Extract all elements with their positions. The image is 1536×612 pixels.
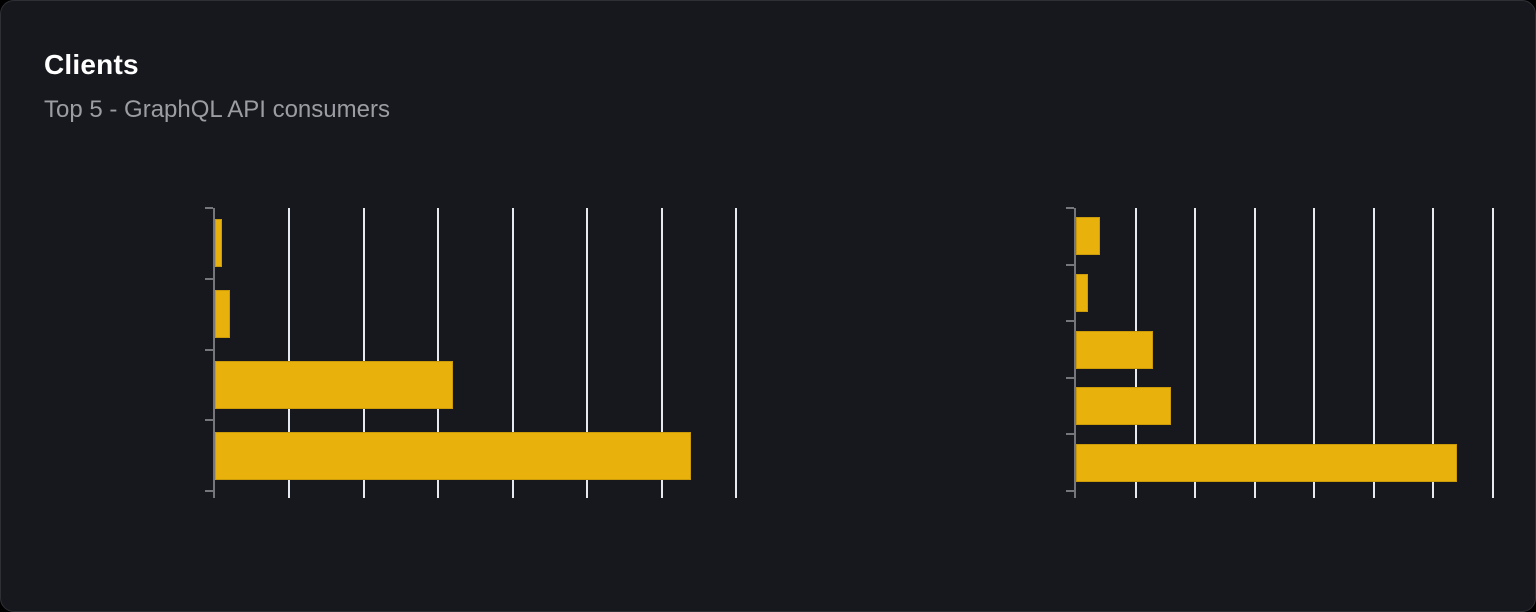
- y-axis-tick: [1066, 207, 1074, 209]
- bar-unknown-unknown: [1076, 443, 1458, 482]
- bar-hive-client: [215, 360, 454, 409]
- gridline: [1313, 208, 1316, 498]
- y-axis-tick: [1066, 320, 1074, 323]
- bar-hive-client-0-21-1: [1076, 273, 1088, 312]
- gridline: [437, 208, 440, 498]
- bar-unknown: [215, 431, 692, 480]
- gridline: [735, 208, 737, 498]
- y-axis-tick: [205, 348, 213, 351]
- bar-hive-client-0-21-4: [1076, 387, 1172, 426]
- gridline: [288, 208, 291, 498]
- gridline: [1372, 208, 1375, 498]
- y-axis-tick: [205, 277, 213, 280]
- bar-hive-client-0-21-0: [1076, 330, 1154, 369]
- panel-subtitle: Top 5 - GraphQL API consumers: [44, 96, 390, 123]
- gridline: [1194, 208, 1197, 498]
- y-axis-tick: [1066, 376, 1074, 379]
- y-axis-tick: [205, 490, 213, 492]
- gridline: [1432, 208, 1435, 498]
- y-axis-tick: [1066, 433, 1074, 436]
- bar-hive-cli: [215, 290, 230, 339]
- panel-title: Clients: [44, 49, 139, 80]
- bar-other-versions-13: [1076, 217, 1100, 256]
- gridline: [660, 208, 663, 498]
- gridline: [1492, 208, 1494, 498]
- y-axis-tick: [1066, 490, 1074, 492]
- gridline: [1253, 208, 1256, 498]
- gridline: [362, 208, 365, 498]
- gridline: [586, 208, 589, 498]
- y-axis-line: [1074, 208, 1076, 498]
- y-axis-line: [213, 208, 215, 498]
- y-axis-tick: [1066, 263, 1074, 266]
- gridline: [511, 208, 514, 498]
- y-axis-tick: [205, 207, 213, 209]
- y-axis-tick: [205, 419, 213, 422]
- bar-hive-app: [215, 219, 223, 268]
